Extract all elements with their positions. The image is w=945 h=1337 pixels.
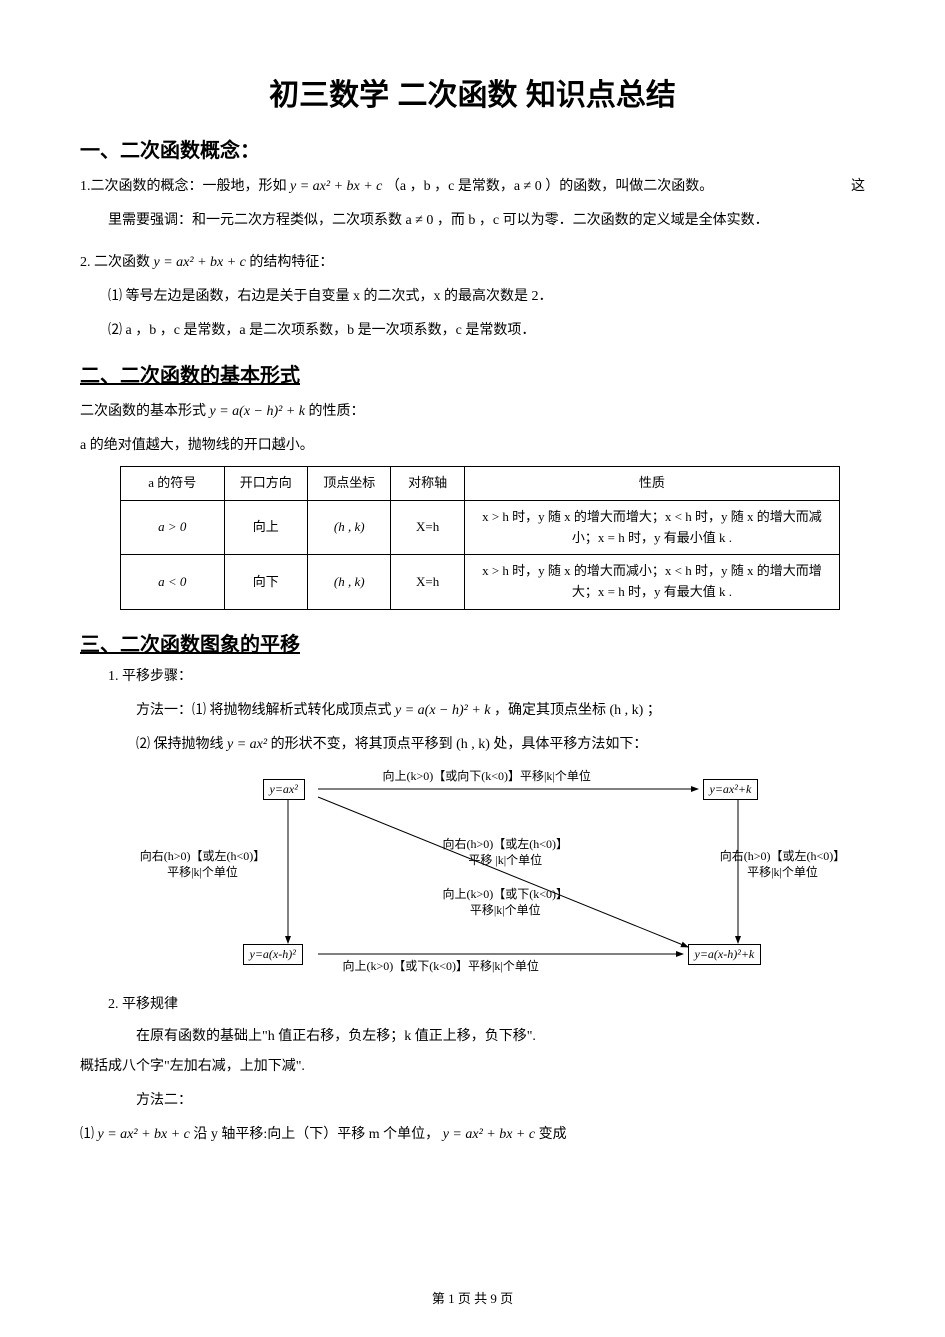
s1-p1-right: 这 — [851, 173, 865, 201]
th-prop: 性质 — [464, 467, 839, 501]
td-dir-0: 向上 — [224, 500, 307, 555]
label-left: 向右(h>0)【或左(h<0)】 平移|k|个单位 — [128, 849, 278, 880]
s3-m2a: ⑵ 保持抛物线 — [136, 737, 227, 752]
s3-m1-eq: y = a(x − h)² + k — [395, 703, 491, 718]
s1-sub2: ⑵ a ，b ，c 是常数，a 是二次项系数，b 是一次项系数，c 是常数项． — [80, 317, 865, 345]
s3-m2l-eq1: y = ax² + bx + c — [98, 1127, 190, 1142]
th-sign: a 的符号 — [121, 467, 225, 501]
s2-p1a: 二次函数的基本形式 — [80, 404, 210, 419]
s3-m2b: 的形状不变，将其顶点平移到 (h , k) 处，具体平移方法如下： — [271, 737, 648, 752]
s1-p2: 2. 二次函数 y = ax² + bx + c 的结构特征： — [80, 249, 865, 277]
table-row: a > 0 向上 (h , k) X=h x > h 时，y 随 x 的增大而增… — [121, 500, 840, 555]
page-footer: 第 1 页 共 9 页 — [0, 1288, 945, 1307]
s3-m2label: 方法二： — [80, 1087, 865, 1115]
label-cb-b: 平移|k|个单位 — [470, 903, 541, 917]
s1-sub1: ⑴ 等号左边是函数，右边是关于自变量 x 的二次式，x 的最高次数是 2． — [80, 283, 865, 311]
td-dir-1: 向下 — [224, 555, 307, 610]
section-2-heading: 二、二次函数的基本形式 — [80, 359, 865, 388]
td-prop-0: x > h 时，y 随 x 的增大而增大；x < h 时，y 随 x 的增大而减… — [464, 500, 839, 555]
node-tr: y=ax²+k — [703, 779, 759, 800]
label-right-a: 向右(h>0)【或左(h<0)】 — [720, 849, 846, 863]
td-sign-1: a < 0 — [121, 555, 225, 610]
footer-a: 第 — [432, 1291, 448, 1306]
footer-b: 页 共 — [455, 1291, 491, 1306]
page: 初三数学 二次函数 知识点总结 一、二次函数概念： 1.二次函数的概念：一般地，… — [0, 0, 945, 1337]
td-axis-1: X=h — [391, 555, 464, 610]
section-1-heading: 一、二次函数概念： — [80, 134, 865, 163]
td-vert-1: (h , k) — [308, 555, 391, 610]
s3-step1: 1. 平移步骤： — [80, 663, 865, 691]
s3-rule1: 在原有函数的基础上"h 值正右移，负左移；k 值正上移，负下移". — [80, 1023, 865, 1051]
table-header-row: a 的符号 开口方向 顶点坐标 对称轴 性质 — [121, 467, 840, 501]
s3-m2l-b: 沿 y 轴平移:向上（下）平移 m 个单位， — [193, 1127, 439, 1142]
s3-m2l-c: 变成 — [539, 1127, 567, 1142]
label-center-bot: 向上(k>0)【或下(k<0)】 平移|k|个单位 — [443, 887, 569, 918]
s1-p2a: 2. 二次函数 — [80, 255, 154, 270]
s2-p1: 二次函数的基本形式 y = a(x − h)² + k 的性质： — [80, 398, 865, 426]
s3-m2l-eq2: y = ax² + bx + c — [443, 1127, 535, 1142]
label-bottom: 向上(k>0)【或下(k<0)】平移|k|个单位 — [343, 959, 539, 975]
s1-p1b: （a ，b ，c 是常数，a ≠ 0 ）的函数，叫做二次函数。 — [386, 179, 713, 194]
properties-table: a 的符号 开口方向 顶点坐标 对称轴 性质 a > 0 向上 (h , k) … — [120, 466, 840, 610]
s3-m2: ⑵ 保持抛物线 y = ax² 的形状不变，将其顶点平移到 (h , k) 处，… — [80, 731, 865, 759]
s1-p2b: 的结构特征： — [249, 255, 333, 270]
s3-m2-eq: y = ax² — [227, 737, 267, 752]
td-vert-0: (h , k) — [308, 500, 391, 555]
s3-m1b: ，确定其顶点坐标 (h , k) ； — [494, 703, 661, 718]
label-left-a: 向右(h>0)【或左(h<0)】 — [140, 849, 266, 863]
label-right: 向右(h>0)【或左(h<0)】 平移|k|个单位 — [703, 849, 863, 880]
label-ct-a: 向右(h>0)【或左(h<0)】 — [443, 837, 569, 851]
section-3-heading-text: 三、二次函数图象的平移 — [80, 634, 300, 656]
td-axis-0: X=h — [391, 500, 464, 555]
node-tl: y=ax² — [263, 779, 305, 800]
s1-p1c: 里需要强调：和一元二次方程类似，二次项系数 a ≠ 0 ，而 b ，c 可以为零… — [80, 207, 865, 235]
s3-method2-line: ⑴ y = ax² + bx + c 沿 y 轴平移:向上（下）平移 m 个单位… — [80, 1121, 865, 1149]
td-sign-0: a > 0 — [121, 500, 225, 555]
label-center-top: 向右(h>0)【或左(h<0)】 平移 |k|个单位 — [443, 837, 569, 868]
s3-m2l-a: ⑴ — [80, 1127, 98, 1142]
label-cb-a: 向上(k>0)【或下(k<0)】 — [443, 887, 569, 901]
translation-diagram: y=ax² y=ax²+k y=a(x-h)² y=a(x-h)²+k 向上(k… — [143, 769, 803, 979]
s1-p1a: 1.二次函数的概念：一般地，形如 — [80, 179, 290, 194]
s1-p1-eq: y = ax² + bx + c — [290, 179, 382, 194]
table-row: a < 0 向下 (h , k) X=h x > h 时，y 随 x 的增大而减… — [121, 555, 840, 610]
s3-step2: 2. 平移规律 — [80, 991, 865, 1019]
label-right-b: 平移|k|个单位 — [747, 865, 818, 879]
s2-p2: a 的绝对值越大，抛物线的开口越小。 — [80, 432, 865, 460]
s3-m1: 方法一：⑴ 将抛物线解析式转化成顶点式 y = a(x − h)² + k ，确… — [80, 697, 865, 725]
s2-p1-eq: y = a(x − h)² + k — [210, 404, 306, 419]
td-prop-1: x > h 时，y 随 x 的增大而减小；x < h 时，y 随 x 的增大而增… — [464, 555, 839, 610]
footer-c: 页 — [497, 1291, 513, 1306]
node-bl: y=a(x-h)² — [243, 944, 303, 965]
section-2-heading-text: 二、二次函数的基本形式 — [80, 365, 300, 387]
node-br: y=a(x-h)²+k — [688, 944, 762, 965]
s3-rule2: 概括成八个字"左加右减，上加下减". — [80, 1053, 865, 1081]
label-ct-b: 平移 |k|个单位 — [468, 853, 542, 867]
th-dir: 开口方向 — [224, 467, 307, 501]
th-axis: 对称轴 — [391, 467, 464, 501]
page-title: 初三数学 二次函数 知识点总结 — [80, 70, 865, 114]
s3-m1a: 方法一：⑴ 将抛物线解析式转化成顶点式 — [136, 703, 395, 718]
th-vert: 顶点坐标 — [308, 467, 391, 501]
section-3-heading: 三、二次函数图象的平移 — [80, 628, 865, 657]
s2-p1b: 的性质： — [309, 404, 365, 419]
s1-p2-eq: y = ax² + bx + c — [154, 255, 246, 270]
label-left-b: 平移|k|个单位 — [167, 865, 238, 879]
s1-p1-line1: 1.二次函数的概念：一般地，形如 y = ax² + bx + c （a ，b … — [80, 173, 865, 201]
label-top: 向上(k>0)【或向下(k<0)】平移|k|个单位 — [383, 769, 591, 785]
